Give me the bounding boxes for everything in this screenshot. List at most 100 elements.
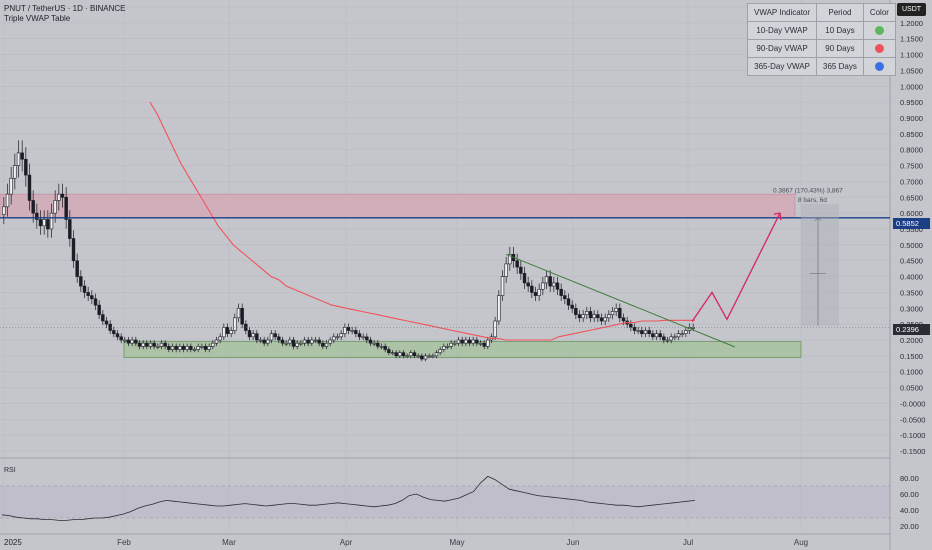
candle-body <box>82 285 87 293</box>
candle-body <box>90 295 94 300</box>
candle-body <box>577 314 582 319</box>
candle-body <box>134 339 138 344</box>
candle-body <box>427 355 431 358</box>
currency-button[interactable]: USDT <box>897 3 926 16</box>
time-tick-label: Jun <box>567 538 580 547</box>
candle-body <box>75 260 79 277</box>
candle-body <box>412 352 417 357</box>
candle-body <box>398 352 402 357</box>
price-tick-label: 1.0000 <box>900 82 923 91</box>
candle-body <box>445 346 450 348</box>
trendline <box>505 253 736 348</box>
candle-body <box>486 339 490 347</box>
vwap-row-period: 365 Days <box>816 57 864 76</box>
candle-body <box>464 339 468 344</box>
candle-body <box>152 342 156 347</box>
candle-body <box>372 342 376 345</box>
candle-body <box>574 307 578 315</box>
candle-body <box>203 346 208 350</box>
candle-body <box>97 304 101 315</box>
candle-body <box>434 352 439 357</box>
candle-body <box>346 327 351 331</box>
grid <box>0 0 891 550</box>
candle-body <box>456 339 461 344</box>
candle-body <box>328 339 332 344</box>
projection-arrow-icon <box>773 212 782 221</box>
price-tick-label: 1.1500 <box>900 35 923 44</box>
price-tick-label: 0.4500 <box>900 257 923 266</box>
candle-body <box>442 346 446 350</box>
candle-body <box>137 342 142 347</box>
rsi-pane: 80.00 60.00 40.00 20.00 RSI <box>0 467 919 531</box>
resistance-zone <box>0 193 796 219</box>
candle-body <box>13 165 17 179</box>
candle-body <box>167 346 171 350</box>
candle-body <box>581 314 585 319</box>
candle-body <box>38 219 43 227</box>
candle-body <box>225 327 230 334</box>
candle-body <box>500 276 505 296</box>
candle-body <box>126 339 131 344</box>
candle-body <box>555 282 560 290</box>
price-tick-label: -0.0500 <box>900 415 925 424</box>
candle-body <box>317 339 321 344</box>
candle-body <box>614 307 618 312</box>
candle-body <box>115 333 120 338</box>
price-tick-label: 0.7000 <box>900 177 923 186</box>
candle-body <box>335 336 340 339</box>
candle-body <box>178 346 182 350</box>
candle-body <box>658 333 662 338</box>
candle-body <box>200 346 204 348</box>
candle-body <box>684 330 688 334</box>
candle-body <box>508 254 512 265</box>
candle-body <box>522 273 527 284</box>
candle-body <box>277 336 281 341</box>
price-tick-label: -0.1500 <box>900 447 925 456</box>
vwap-header-indicator: VWAP Indicator <box>746 3 818 22</box>
candle-body <box>566 298 571 306</box>
candle-body <box>170 346 175 350</box>
candle-body <box>387 349 391 353</box>
candle-body <box>79 276 83 287</box>
candle-body <box>354 330 358 334</box>
zones <box>0 193 802 358</box>
candle-body <box>185 346 189 350</box>
candles <box>2 140 695 362</box>
candle-body <box>192 349 197 351</box>
candle-body <box>497 295 501 322</box>
price-tick-label: 0.6500 <box>900 193 923 202</box>
candle-body <box>599 317 604 322</box>
candle-body <box>306 339 310 344</box>
candle-body <box>416 355 420 358</box>
candle-body <box>676 333 681 338</box>
price-tick-label: 0.4000 <box>900 273 923 282</box>
rsi-line <box>1 475 696 521</box>
candle-body <box>603 317 607 322</box>
indicator-lines <box>149 101 695 341</box>
candle-body <box>368 339 373 344</box>
candle-body <box>482 342 486 347</box>
projection-path <box>691 212 781 322</box>
rsi-tick-label: 40.00 <box>900 506 919 515</box>
level-price-tag: 0.5852 <box>893 218 930 229</box>
candle-body <box>159 342 164 347</box>
candle-body <box>251 333 255 338</box>
candle-body <box>647 330 651 334</box>
candle-body <box>544 276 549 284</box>
candle-body <box>174 346 178 350</box>
time-tick-label: Aug <box>794 538 808 547</box>
candle-body <box>255 333 259 341</box>
candle-body <box>515 260 519 268</box>
candle-body <box>401 352 406 357</box>
candle-body <box>394 352 398 357</box>
candle-body <box>541 282 545 290</box>
candle-body <box>405 355 409 358</box>
price-tick-label: 0.5500 <box>900 225 923 234</box>
candle-body <box>222 327 226 338</box>
rsi-tick-label: 80.00 <box>900 474 919 483</box>
vwap-table: VWAP Indicator Period Color 10-Day VWAP … <box>746 3 896 76</box>
price-tick-label: 0.0500 <box>900 384 923 393</box>
time-tick-label: Apr <box>340 538 353 547</box>
vwap-row-indicator: 90-Day VWAP <box>746 39 818 58</box>
